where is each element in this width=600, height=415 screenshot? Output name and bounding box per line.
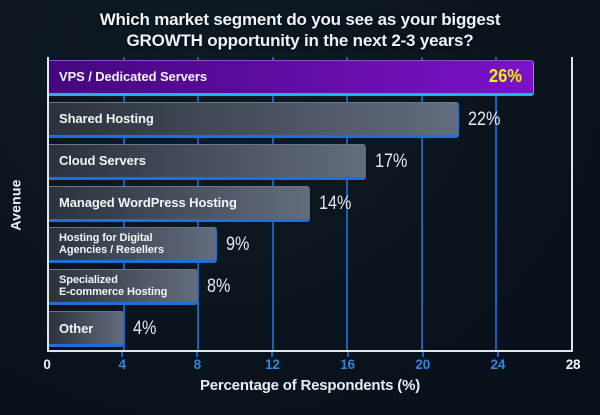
- bar-row: Managed WordPress Hosting 14%: [49, 183, 571, 225]
- bar-label: Hosting for Digital Agencies / Resellers: [59, 231, 165, 257]
- chart-title-line2: GROWTH opportunity in the next 2-3 years…: [126, 31, 474, 50]
- bar-value: 8%: [207, 276, 231, 298]
- tick-mark: [271, 352, 274, 357]
- x-tick-label: 24: [490, 357, 506, 372]
- bar-value: 17%: [374, 150, 408, 172]
- x-tick-label: 0: [43, 357, 51, 372]
- bar-other: Other: [49, 311, 124, 348]
- bar-label: Managed WordPress Hosting: [59, 195, 237, 210]
- bar-cloud-servers: Cloud Servers: [49, 143, 366, 180]
- chart-title-line1: Which market segment do you see as your …: [99, 10, 501, 29]
- bar-vps-dedicated-servers: VPS / Dedicated Servers 26%: [49, 59, 534, 96]
- plot-area: VPS / Dedicated Servers 26% Shared Hosti…: [47, 57, 573, 352]
- x-tick-label: 4: [118, 357, 126, 372]
- gridline: [420, 57, 423, 350]
- bar-specialized-ecommerce-hosting: Specialized E-commerce Hosting: [49, 269, 199, 306]
- bar-label: Other: [59, 320, 94, 336]
- tick-mark: [346, 352, 349, 357]
- bar-row: Other 4%: [49, 308, 571, 350]
- bar-shared-hosting: Shared Hosting: [49, 101, 460, 138]
- bar-hosting-digital-agencies-resellers: Hosting for Digital Agencies / Resellers: [49, 227, 217, 264]
- bar-row: VPS / Dedicated Servers 26%: [49, 57, 571, 99]
- x-axis-tick-labels: 0 4 8 12 16 20 24 28: [43, 357, 580, 373]
- bar-value: 4%: [132, 318, 156, 340]
- gridline: [346, 57, 349, 350]
- tick-mark: [196, 352, 199, 357]
- tick-mark: [421, 352, 424, 357]
- x-tick-label: 16: [340, 357, 355, 372]
- x-tick-label: 20: [415, 357, 431, 372]
- bar-managed-wordpress-hosting: Managed WordPress Hosting: [49, 185, 310, 222]
- bar-value: 26%: [488, 66, 522, 87]
- x-tick-label: 28: [565, 357, 581, 372]
- bar-label: Specialized E-commerce Hosting: [59, 273, 168, 299]
- gridline: [495, 57, 498, 350]
- y-axis-title-text: Avenue: [8, 178, 25, 231]
- bar-row: Shared Hosting 22%: [49, 99, 571, 141]
- bar-value: 22%: [468, 108, 501, 130]
- tick-mark: [121, 352, 124, 357]
- x-axis-title: Percentage of Respondents (%): [199, 377, 421, 394]
- bar-label: VPS / Dedicated Servers: [59, 69, 208, 85]
- x-tick-label: 12: [265, 357, 280, 372]
- bar-label: Cloud Servers: [59, 153, 146, 169]
- bar-value: 9%: [225, 234, 250, 256]
- chart-title: Which market segment do you see as your …: [0, 9, 600, 51]
- bar-row: Specialized E-commerce Hosting 8%: [49, 266, 571, 308]
- bar-row: Cloud Servers 17%: [49, 141, 571, 183]
- x-axis-tick-marks: [47, 352, 573, 358]
- y-axis-title: Avenue: [2, 57, 30, 352]
- x-tick-label: 8: [193, 357, 202, 372]
- bar-value: 14%: [319, 192, 352, 214]
- bar-label: Shared Hosting: [59, 111, 154, 127]
- bar-row: Hosting for Digital Agencies / Resellers…: [49, 224, 571, 266]
- tick-mark: [496, 352, 499, 357]
